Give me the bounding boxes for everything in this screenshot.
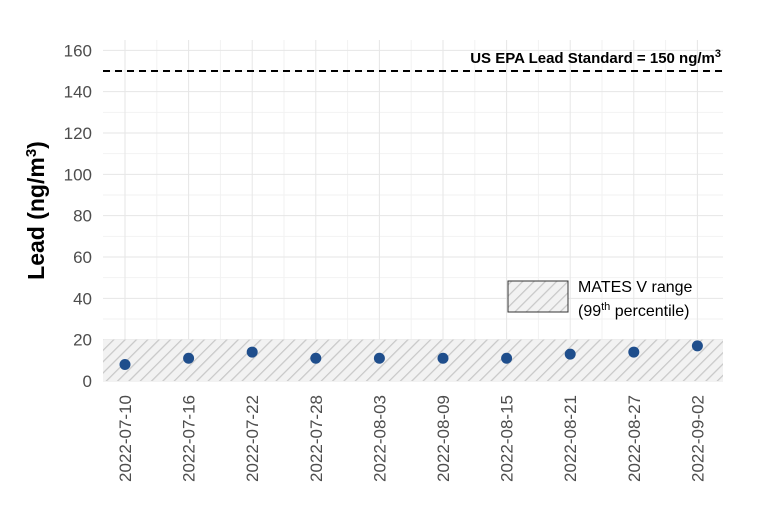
x-tick-label: 2022-07-28 <box>307 395 326 482</box>
y-axis-label: Lead (ng/m3) <box>23 141 49 280</box>
data-point <box>564 348 576 360</box>
y-tick-label: 80 <box>73 207 92 226</box>
data-point <box>691 340 703 352</box>
data-point <box>119 358 131 370</box>
legend: MATES V range (99th percentile) <box>507 279 693 320</box>
y-tick-label: 0 <box>83 372 92 391</box>
data-point <box>501 352 513 364</box>
data-point <box>310 352 322 364</box>
y-axis-ticks: 0 20 40 60 80 100 120 140 160 <box>64 41 92 391</box>
y-tick-label: 20 <box>73 331 92 350</box>
x-tick-label: 2022-07-10 <box>116 395 135 482</box>
x-axis-ticks: 2022-07-10 2022-07-16 2022-07-22 2022-07-28… <box>116 395 707 482</box>
data-point <box>183 352 195 364</box>
data-point <box>246 346 258 358</box>
data-point <box>437 352 449 364</box>
legend-label-line1: MATES V range <box>578 279 693 296</box>
epa-standard-label: US EPA Lead Standard = 150 ng/m3 <box>470 48 721 67</box>
data-points <box>119 340 703 370</box>
y-tick-label: 120 <box>64 124 92 143</box>
legend-swatch <box>507 280 569 313</box>
x-tick-label: 2022-08-15 <box>498 395 517 482</box>
x-tick-label: 2022-07-22 <box>243 395 262 482</box>
x-tick-label: 2022-09-02 <box>688 395 707 482</box>
minor-gridlines <box>103 40 723 381</box>
y-tick-label: 40 <box>73 289 92 308</box>
x-tick-label: 2022-07-16 <box>180 395 199 482</box>
x-tick-label: 2022-08-03 <box>370 395 389 482</box>
y-tick-label: 100 <box>64 165 92 184</box>
x-tick-label: 2022-08-09 <box>434 395 453 482</box>
mates-v-range-band <box>103 339 723 381</box>
y-tick-label: 140 <box>64 83 92 102</box>
x-tick-label: 2022-08-21 <box>561 395 580 482</box>
x-tick-label: 2022-08-27 <box>625 395 644 482</box>
data-point <box>373 352 385 364</box>
data-point <box>628 346 640 358</box>
y-tick-label: 160 <box>64 41 92 60</box>
major-gridlines <box>103 40 723 382</box>
y-tick-label: 60 <box>73 248 92 267</box>
legend-label-line2: (99th percentile) <box>578 301 689 320</box>
